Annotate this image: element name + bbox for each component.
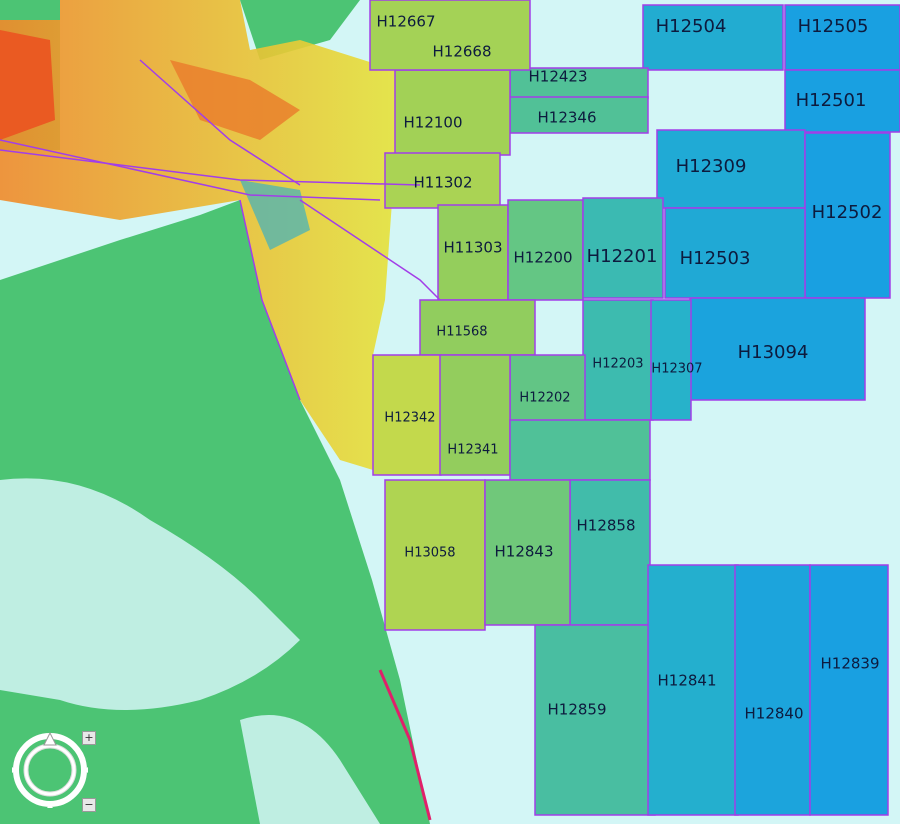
survey-label: H12200	[514, 249, 573, 267]
survey-label: H12501	[796, 90, 867, 111]
survey-label: H12504	[656, 16, 727, 37]
survey-label: H12841	[658, 672, 717, 690]
navigation-control[interactable]: + −	[10, 725, 100, 815]
survey-label: H12502	[812, 202, 883, 223]
north-arrow-icon	[43, 731, 57, 746]
survey-polygon[interactable]	[804, 132, 891, 299]
survey-polygon[interactable]	[650, 299, 692, 421]
survey-polygon[interactable]	[384, 152, 501, 209]
survey-label: H12505	[798, 16, 869, 37]
survey-polygon[interactable]	[642, 4, 784, 71]
survey-label: H12859	[548, 701, 607, 719]
survey-polygon[interactable]	[664, 207, 806, 299]
survey-polygon[interactable]	[647, 564, 739, 816]
survey-label: H12423	[529, 68, 588, 86]
survey-label: H12201	[587, 246, 658, 267]
survey-polygon[interactable]	[784, 4, 900, 71]
survey-polygon[interactable]	[509, 419, 651, 481]
compass-ring-icon[interactable]	[10, 725, 100, 815]
survey-polygon[interactable]	[437, 204, 509, 301]
channel-lines	[0, 59, 441, 821]
survey-polygon[interactable]	[507, 199, 584, 301]
survey-polygon[interactable]	[384, 479, 486, 631]
survey-label: H12503	[680, 248, 751, 269]
survey-label: H12202	[519, 391, 570, 406]
survey-polygon[interactable]	[534, 624, 656, 816]
survey-label: H12341	[447, 443, 498, 458]
survey-polygon[interactable]	[582, 299, 654, 421]
survey-label: H13058	[404, 546, 455, 561]
survey-label: H12307	[651, 362, 702, 377]
nearshore-survey-area	[0, 0, 395, 470]
survey-polygon[interactable]	[439, 354, 511, 476]
survey-label: H12840	[745, 705, 804, 723]
survey-polygon[interactable]	[394, 69, 511, 156]
survey-polygon[interactable]	[419, 299, 536, 356]
survey-label: H12858	[577, 517, 636, 535]
survey-label: H13094	[738, 342, 809, 363]
survey-label: H12843	[495, 543, 554, 561]
survey-label: H12839	[821, 655, 880, 673]
survey-label: H11303	[444, 239, 503, 257]
zoom-out-button[interactable]: −	[82, 798, 96, 812]
survey-label: H12203	[592, 357, 643, 372]
survey-polygon[interactable]	[569, 479, 651, 626]
survey-polygon[interactable]	[734, 564, 811, 816]
survey-label: H11302	[414, 174, 473, 192]
survey-polygon[interactable]	[809, 564, 889, 816]
survey-label: H12342	[384, 411, 435, 426]
survey-polygon[interactable]	[784, 69, 900, 133]
survey-label: H11568	[436, 325, 487, 340]
survey-polygon[interactable]	[369, 0, 531, 71]
survey-polygon[interactable]	[372, 354, 442, 476]
survey-polygon[interactable]	[582, 197, 664, 299]
survey-labels: H12667 H12668 H12504 H12505 H12423 H12346 H121…	[377, 13, 883, 723]
survey-polygons	[369, 0, 900, 816]
survey-label: H12667	[377, 13, 436, 31]
survey-label: H12346	[538, 109, 597, 127]
zoom-in-button[interactable]: +	[82, 731, 96, 745]
land-area	[0, 0, 430, 824]
survey-label: H12100	[404, 114, 463, 132]
survey-polygon[interactable]	[509, 354, 586, 426]
survey-label: H12668	[433, 43, 492, 61]
survey-label: H12309	[676, 156, 747, 177]
survey-polygon[interactable]	[484, 479, 571, 626]
